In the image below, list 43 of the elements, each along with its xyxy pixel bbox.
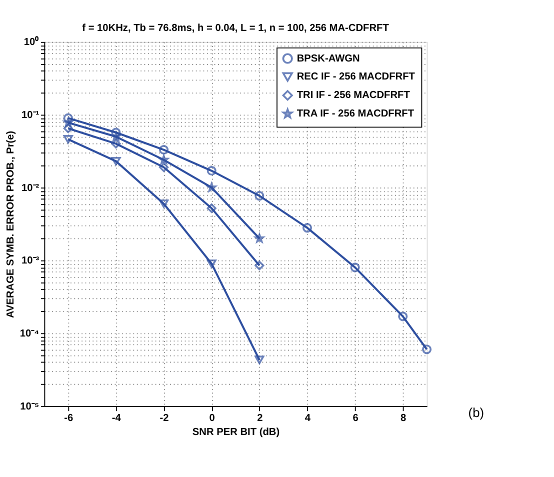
point — [302, 223, 312, 233]
legend-label: TRA IF - 256 MACDFRFT — [296, 108, 415, 120]
chart-title: f = 10KHz, Tb = 76.8ms, h = 0.04, L = 1, n = 100, 256 MA-CDFRFT — [82, 22, 390, 34]
x-tick-label: 4 — [304, 413, 311, 424]
point — [206, 166, 216, 176]
x-tick-label: -4 — [112, 413, 122, 424]
point — [111, 156, 121, 166]
point — [63, 113, 73, 123]
point — [398, 312, 408, 322]
point — [159, 162, 169, 172]
point — [63, 135, 73, 144]
point — [254, 260, 264, 270]
point — [206, 259, 216, 268]
point — [254, 356, 264, 364]
point — [254, 191, 264, 201]
x-tick-label: -6 — [64, 413, 74, 424]
y-axis-title: AVERAGE SYMB. ERROR PROB., Pr(e) — [6, 130, 17, 318]
point — [422, 344, 432, 354]
legend-label: REC IF - 256 MACDFRFT — [296, 72, 416, 83]
y-tick-label: 10⁻⁵ — [20, 401, 40, 412]
legend-label: BPSK-AWGN — [296, 53, 360, 64]
point — [111, 132, 121, 141]
point — [111, 128, 121, 138]
point — [111, 138, 121, 148]
x-tick-label: 2 — [257, 413, 264, 424]
point — [206, 203, 216, 214]
x-tick-label: 6 — [352, 413, 359, 424]
point — [63, 124, 73, 134]
x-tick-label: 8 — [400, 413, 407, 424]
point — [159, 145, 169, 155]
y-tick-label: 10⁰ — [24, 36, 40, 48]
x-tick-label: -2 — [160, 413, 170, 424]
text: (b) — [468, 405, 484, 420]
point — [159, 199, 169, 208]
point — [254, 234, 264, 243]
y-tick-label: 10⁻³ — [22, 256, 40, 267]
x-axis-title: SNR PER BIT (dB) — [192, 427, 280, 438]
point — [350, 262, 360, 272]
y-tick-label: 10⁻⁴ — [20, 328, 40, 340]
x-tick-label: 0 — [209, 413, 216, 424]
y-tick-label: 10⁻¹ — [22, 110, 40, 121]
legend-label: TRI IF - 256 MACDFRFT — [296, 90, 411, 102]
y-tick-label: 10⁻² — [22, 182, 40, 194]
